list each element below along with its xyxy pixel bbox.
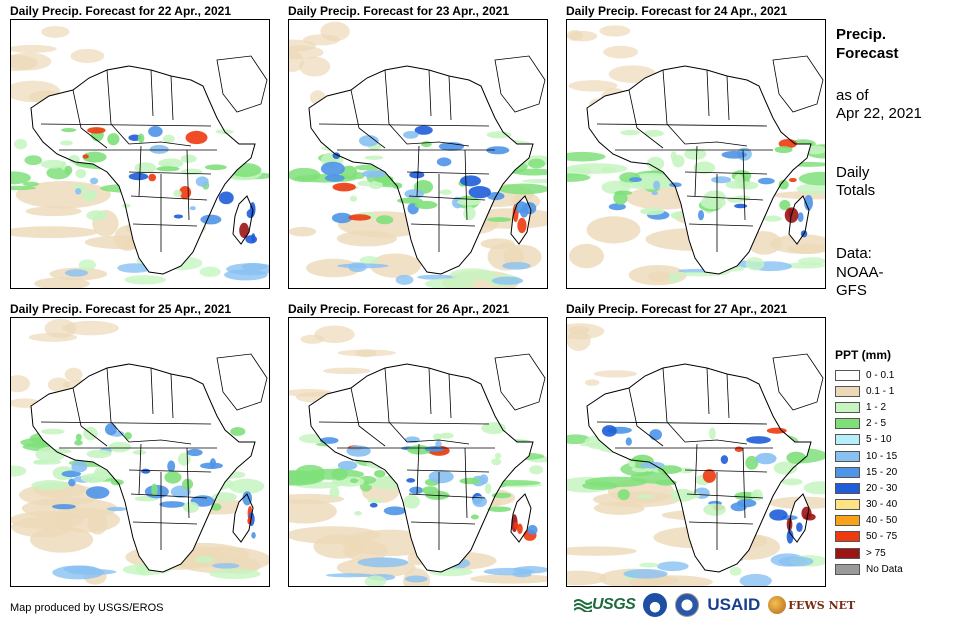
legend-swatch	[835, 450, 860, 462]
legend-swatch	[835, 531, 860, 543]
africa-precip-svg	[289, 21, 547, 288]
legend-item: 10 - 15	[835, 448, 903, 464]
sidebar-data-line3: GFS	[836, 282, 867, 299]
panel-title: Daily Precip. Forecast for 27 Apr., 2021	[566, 302, 787, 316]
sidebar-totals-line1: Daily	[836, 164, 870, 181]
fewsnet-globe-icon	[768, 596, 787, 614]
africa-precip-svg	[289, 325, 547, 586]
panel-title: Daily Precip. Forecast for 26 Apr., 2021	[288, 302, 509, 316]
forecast-panel-day5: Daily Precip. Forecast for 26 Apr., 2021	[288, 302, 550, 587]
legend-item: 15 - 20	[835, 464, 903, 480]
legend-swatch	[835, 499, 860, 511]
legend-item: 20 - 30	[835, 480, 903, 496]
fewsnet-logo: FEWS NET	[768, 596, 855, 614]
sidebar-title-line2: Forecast	[836, 45, 899, 62]
legend-item: 0 - 0.1	[835, 367, 903, 383]
legend-item: 40 - 50	[835, 513, 903, 529]
precip-map	[566, 317, 826, 587]
legend-label: 40 - 50	[866, 515, 898, 527]
precip-map	[566, 19, 826, 289]
legend-item: 50 - 75	[835, 529, 903, 545]
legend-item: 1 - 2	[835, 399, 903, 415]
precip-map	[288, 317, 548, 587]
forecast-panel-day3: Daily Precip. Forecast for 24 Apr., 2021	[566, 4, 828, 289]
legend-swatch	[835, 434, 860, 446]
forecast-panel-day4: Daily Precip. Forecast for 25 Apr., 2021	[10, 302, 272, 587]
panel-title: Daily Precip. Forecast for 24 Apr., 2021	[566, 4, 787, 18]
legend-label: 0.1 - 1	[866, 385, 895, 397]
nasa-logo-icon	[675, 593, 700, 617]
precip-map	[10, 317, 270, 587]
fewsnet-logo-text: FEWS NET	[788, 598, 856, 612]
legend-label: 2 - 5	[866, 418, 887, 430]
legend-item: 2 - 5	[835, 416, 903, 432]
precip-map	[10, 19, 270, 289]
legend-item: > 75	[835, 545, 903, 561]
legend-label: 5 - 10	[866, 434, 892, 446]
legend-title: PPT (mm)	[835, 348, 892, 362]
africa-precip-svg	[567, 323, 825, 586]
panel-title: Daily Precip. Forecast for 25 Apr., 2021	[10, 302, 231, 316]
legend-swatch	[835, 401, 860, 413]
sidebar-asof-date: Apr 22, 2021	[836, 105, 922, 122]
legend-item: 5 - 10	[835, 432, 903, 448]
legend-items: 0 - 0.1 0.1 - 1 1 - 2 2 - 5 5 - 10 10 - 15 15 …	[835, 367, 903, 577]
sidebar-asof-line1: as of	[836, 87, 869, 104]
legend-swatch	[835, 466, 860, 478]
legend-label: 10 - 15	[866, 450, 898, 462]
legend-item: 0.1 - 1	[835, 383, 903, 399]
panel-title: Daily Precip. Forecast for 23 Apr., 2021	[288, 4, 509, 18]
legend-label: 1 - 2	[866, 401, 887, 413]
forecast-panel-day1: Daily Precip. Forecast for 22 Apr., 2021	[10, 4, 272, 289]
legend-label: 15 - 20	[866, 466, 898, 478]
sidebar-totals-line2: Totals	[836, 182, 876, 199]
legend-swatch	[835, 385, 860, 397]
legend-swatch	[835, 563, 860, 575]
legend-swatch	[835, 515, 860, 527]
legend-swatch	[835, 418, 860, 430]
forecast-panel-day6: Daily Precip. Forecast for 27 Apr., 2021	[566, 302, 828, 587]
forecast-panel-day2: Daily Precip. Forecast for 23 Apr., 2021	[288, 4, 550, 289]
usgs-wave-icon	[574, 599, 592, 612]
legend-label: 0 - 0.1	[866, 369, 895, 381]
usaid-logo: USAID	[707, 595, 760, 615]
legend-swatch	[835, 547, 860, 559]
usaid-logo-text: USAID	[707, 595, 761, 614]
noaa-logo-icon	[643, 593, 668, 617]
legend-label: 30 - 40	[866, 499, 898, 511]
sidebar-data-line2: NOAA-	[836, 264, 884, 281]
africa-precip-svg	[567, 25, 825, 286]
legend-label: > 75	[866, 547, 886, 559]
legend-item: No Data	[835, 561, 903, 577]
usgs-logo: USGS	[574, 596, 636, 614]
legend-swatch	[835, 482, 860, 494]
legend-item: 30 - 40	[835, 497, 903, 513]
legend-label: No Data	[866, 563, 903, 575]
precip-legend: PPT (mm) 0 - 0.1 0.1 - 1 1 - 2 2 - 5 5 - 10 1…	[835, 348, 903, 577]
africa-precip-svg	[11, 318, 269, 585]
partner-logos: USGS USAID FEWS NET	[574, 593, 855, 617]
legend-label: 50 - 75	[866, 531, 898, 543]
sidebar-data-line1: Data:	[836, 245, 872, 262]
africa-precip-svg	[11, 26, 269, 288]
panel-title: Daily Precip. Forecast for 22 Apr., 2021	[10, 4, 231, 18]
map-credit: Map produced by USGS/EROS	[10, 602, 164, 614]
precip-map	[288, 19, 548, 289]
usgs-logo-text: USGS	[592, 596, 636, 613]
legend-label: 20 - 30	[866, 482, 898, 494]
sidebar-title-line1: Precip.	[836, 26, 887, 43]
legend-swatch	[835, 369, 860, 381]
